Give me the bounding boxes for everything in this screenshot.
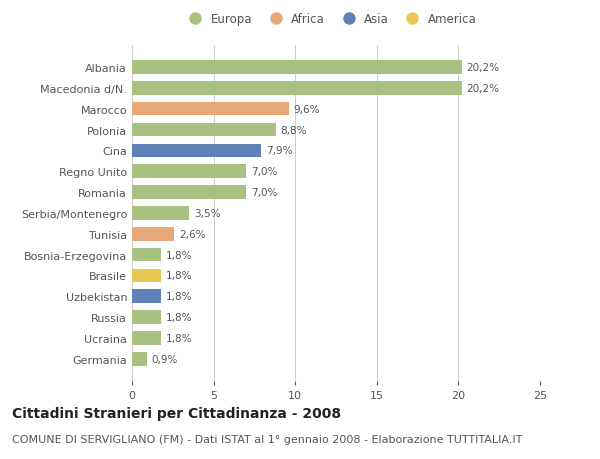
Text: 1,8%: 1,8% [166, 271, 193, 281]
Text: 8,8%: 8,8% [281, 125, 307, 135]
Bar [132, 311, 161, 324]
Text: 1,8%: 1,8% [166, 250, 193, 260]
Text: 7,0%: 7,0% [251, 188, 278, 198]
Text: Cittadini Stranieri per Cittadinanza - 2008: Cittadini Stranieri per Cittadinanza - 2… [12, 406, 341, 420]
Bar [132, 61, 461, 75]
Bar [132, 269, 161, 283]
Bar [132, 165, 246, 179]
Bar [132, 186, 246, 199]
Text: 20,2%: 20,2% [467, 63, 500, 73]
Bar [132, 331, 161, 345]
Text: 3,5%: 3,5% [194, 208, 221, 218]
Text: 7,9%: 7,9% [266, 146, 292, 156]
Text: 2,6%: 2,6% [179, 229, 206, 239]
Text: 0,9%: 0,9% [152, 354, 178, 364]
Legend: Europa, Africa, Asia, America: Europa, Africa, Asia, America [179, 8, 481, 31]
Text: 20,2%: 20,2% [467, 84, 500, 94]
Bar [132, 248, 161, 262]
Text: COMUNE DI SERVIGLIANO (FM) - Dati ISTAT al 1° gennaio 2008 - Elaborazione TUTTIT: COMUNE DI SERVIGLIANO (FM) - Dati ISTAT … [12, 434, 523, 444]
Text: 9,6%: 9,6% [293, 105, 320, 114]
Bar [132, 228, 175, 241]
Text: 7,0%: 7,0% [251, 167, 278, 177]
Text: 1,8%: 1,8% [166, 291, 193, 302]
Bar [132, 82, 461, 95]
Bar [132, 123, 275, 137]
Text: 1,8%: 1,8% [166, 333, 193, 343]
Text: 1,8%: 1,8% [166, 313, 193, 322]
Bar [132, 103, 289, 116]
Bar [132, 144, 261, 158]
Bar [132, 207, 189, 220]
Bar [132, 352, 146, 366]
Bar [132, 290, 161, 303]
